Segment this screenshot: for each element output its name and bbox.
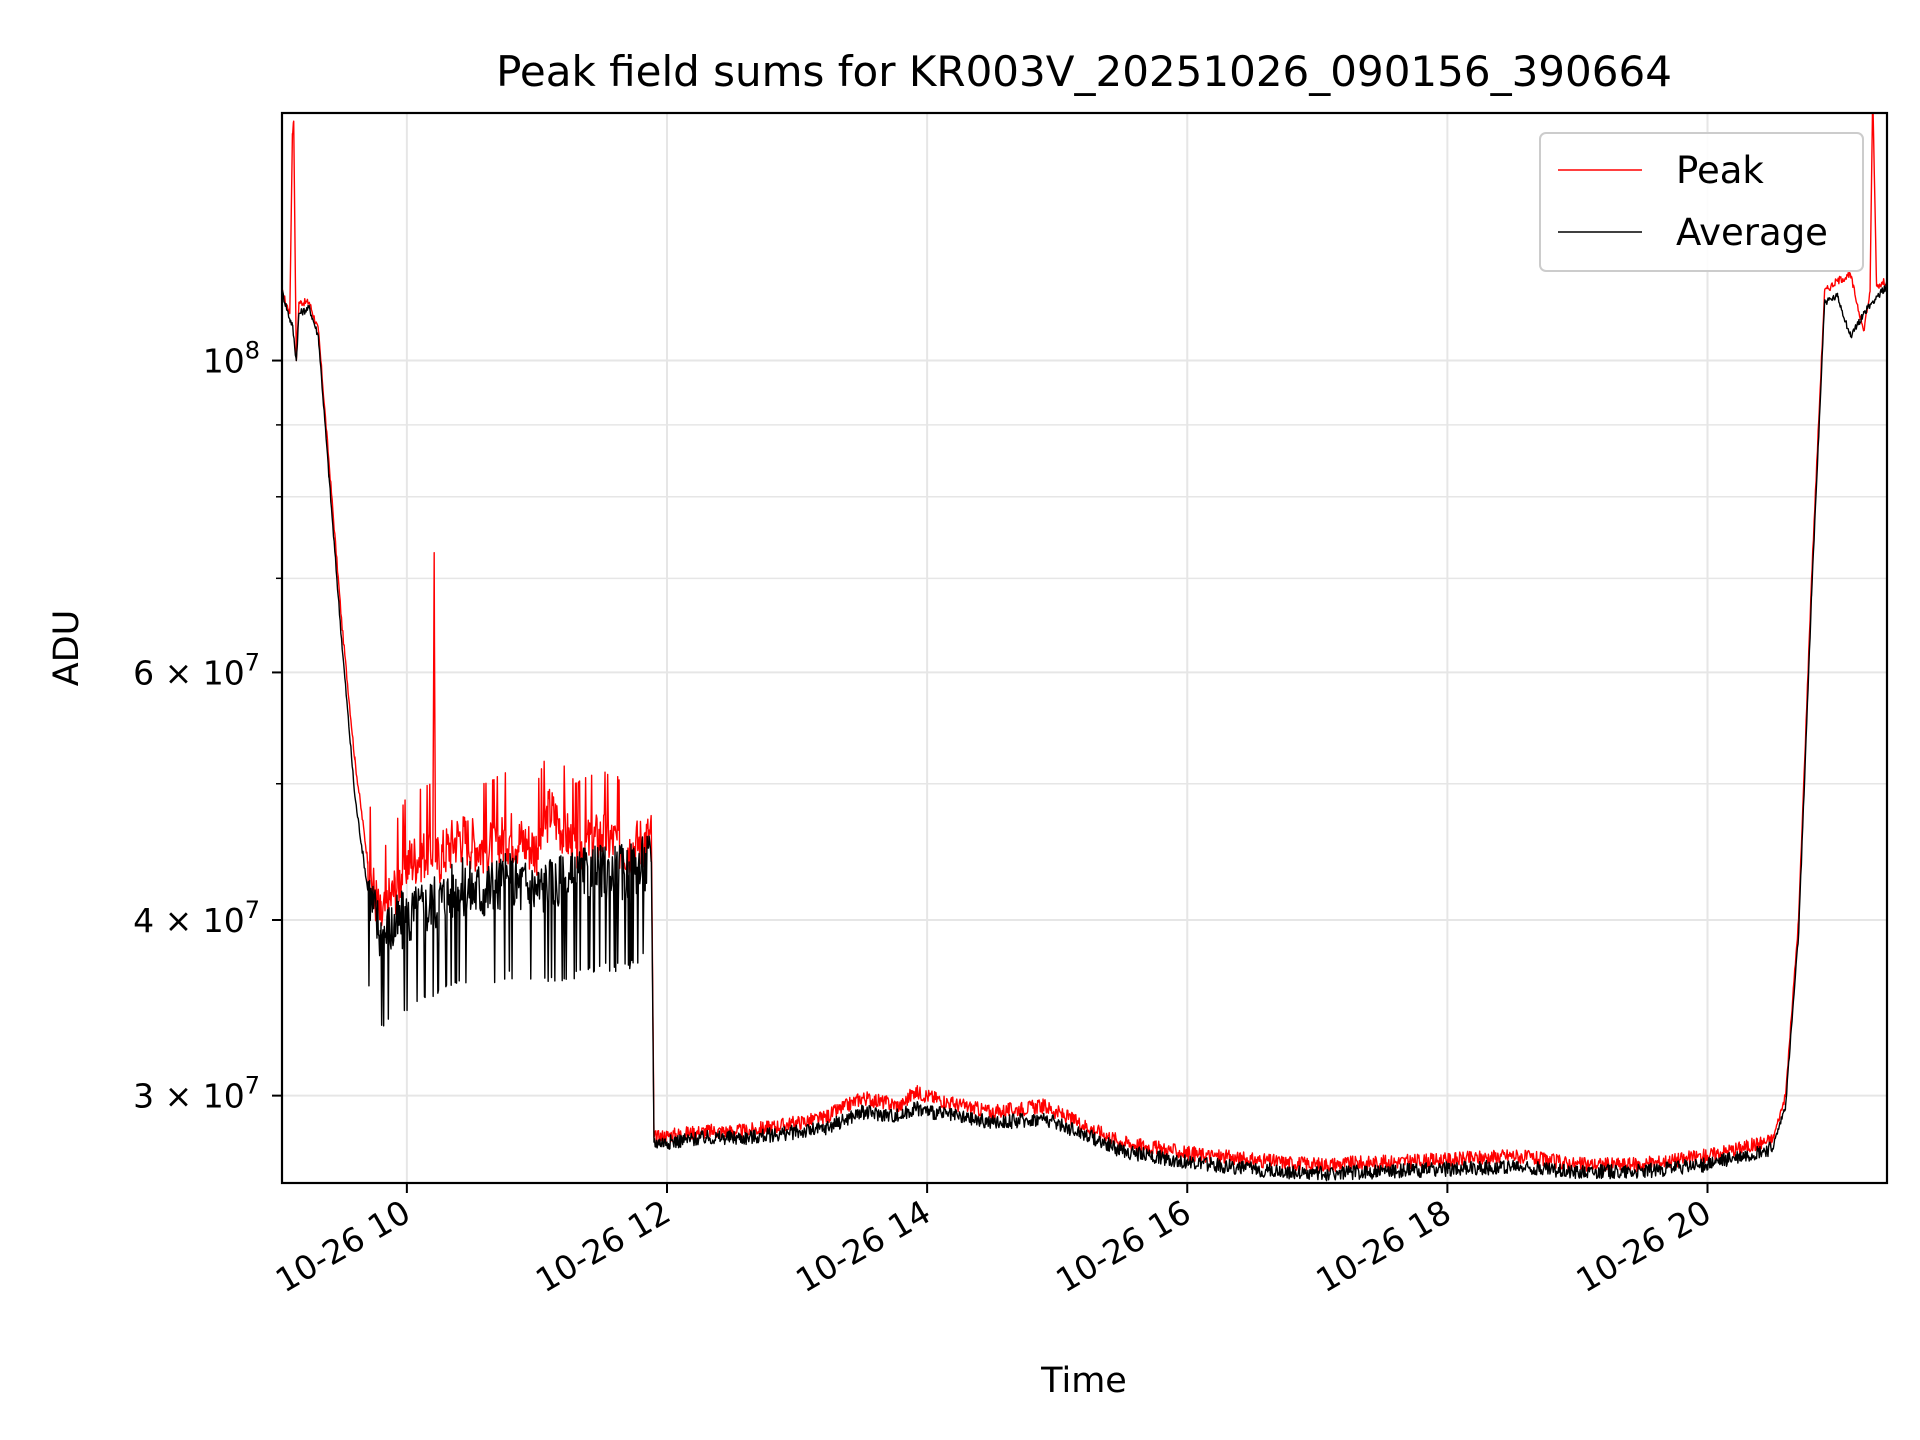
series-line-average [282, 282, 1887, 1182]
legend-box [1539, 132, 1864, 272]
y-axis-ticks: 3 × 107 4 × 107 6 × 107 108 [133, 337, 282, 1116]
plot-frame [280, 111, 1889, 1185]
y-tick-label: 3 × 107 [133, 1072, 260, 1116]
legend-label-average: Average [1676, 211, 1828, 254]
y-tick-label: 108 [203, 337, 260, 381]
series-line-peak [282, 113, 1887, 1173]
y-axis-title: ADU [47, 610, 87, 687]
series-lines [282, 113, 1887, 1182]
x-axis-title: Time [1040, 1361, 1127, 1401]
grid-lines [282, 113, 1887, 1183]
plot-area [282, 113, 1887, 1182]
legend-label-peak: Peak [1676, 149, 1764, 192]
legend: Peak Average [1539, 132, 1864, 272]
chart-title: Peak field sums for KR003V_20251026_0901… [496, 47, 1672, 96]
y-tick-label: 6 × 107 [133, 648, 260, 692]
y-tick-label: 4 × 107 [133, 896, 260, 940]
